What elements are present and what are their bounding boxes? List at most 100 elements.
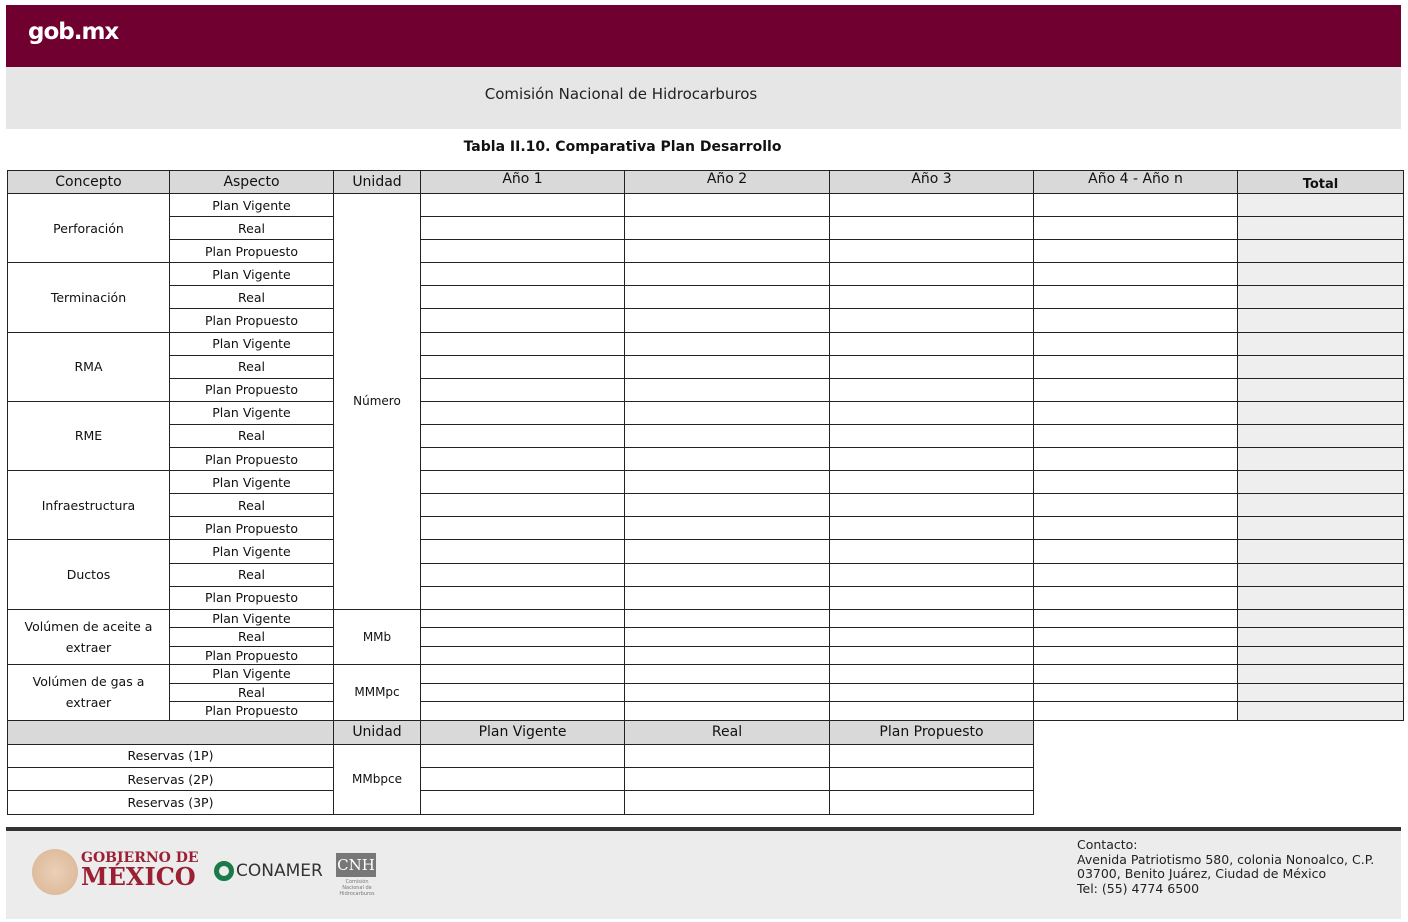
value-cell[interactable] xyxy=(1033,423,1238,449)
value-cell[interactable] xyxy=(420,585,625,610)
value-cell[interactable] xyxy=(829,516,1034,541)
value-cell[interactable] xyxy=(624,308,830,333)
value-cell[interactable] xyxy=(420,447,625,472)
value-cell[interactable] xyxy=(829,664,1034,684)
value-cell[interactable] xyxy=(1033,470,1238,495)
value-cell[interactable] xyxy=(420,627,625,647)
value-cell[interactable] xyxy=(624,423,830,449)
value-cell[interactable] xyxy=(829,262,1034,287)
value-cell[interactable] xyxy=(420,562,625,587)
value-cell[interactable] xyxy=(829,216,1034,241)
value-cell[interactable] xyxy=(624,516,830,541)
value-cell[interactable] xyxy=(829,423,1034,449)
value-cell[interactable] xyxy=(1033,354,1238,379)
reserves-value-cell[interactable] xyxy=(624,790,830,815)
value-cell[interactable] xyxy=(1033,682,1238,703)
value-cell[interactable] xyxy=(420,470,625,495)
value-cell[interactable] xyxy=(1033,493,1238,518)
value-cell[interactable] xyxy=(829,331,1034,356)
value-cell[interactable] xyxy=(829,192,1034,218)
value-cell[interactable] xyxy=(420,262,625,287)
value-cell[interactable] xyxy=(1033,331,1238,356)
value-cell[interactable] xyxy=(829,239,1034,264)
value-cell[interactable] xyxy=(420,331,625,356)
value-cell[interactable] xyxy=(829,645,1034,666)
value-cell[interactable] xyxy=(624,608,830,629)
value-cell[interactable] xyxy=(624,400,830,425)
reserves-value-cell[interactable] xyxy=(829,743,1034,768)
value-cell[interactable] xyxy=(624,239,830,264)
value-cell[interactable] xyxy=(1033,627,1238,647)
value-cell[interactable] xyxy=(420,664,625,684)
value-cell[interactable] xyxy=(624,285,830,310)
value-cell[interactable] xyxy=(1033,239,1238,264)
value-cell[interactable] xyxy=(624,539,830,564)
value-cell[interactable] xyxy=(624,354,830,379)
value-cell[interactable] xyxy=(1033,400,1238,425)
value-cell[interactable] xyxy=(1033,645,1238,666)
gobmx-logo[interactable]: gob.mx xyxy=(28,19,119,45)
value-cell[interactable] xyxy=(829,539,1034,564)
value-cell[interactable] xyxy=(829,682,1034,703)
reserves-value-cell[interactable] xyxy=(420,790,625,815)
value-cell[interactable] xyxy=(420,400,625,425)
value-cell[interactable] xyxy=(1033,516,1238,541)
value-cell[interactable] xyxy=(829,377,1034,402)
reserves-value-cell[interactable] xyxy=(829,766,1034,792)
value-cell[interactable] xyxy=(1033,216,1238,241)
value-cell[interactable] xyxy=(420,308,625,333)
value-cell[interactable] xyxy=(624,562,830,587)
value-cell[interactable] xyxy=(829,585,1034,610)
value-cell[interactable] xyxy=(624,645,830,666)
value-cell[interactable] xyxy=(624,331,830,356)
value-cell[interactable] xyxy=(624,447,830,472)
value-cell[interactable] xyxy=(420,423,625,449)
value-cell[interactable] xyxy=(829,701,1034,721)
reserves-value-cell[interactable] xyxy=(624,766,830,792)
value-cell[interactable] xyxy=(1033,285,1238,310)
value-cell[interactable] xyxy=(829,447,1034,472)
reserves-value-cell[interactable] xyxy=(420,766,625,792)
value-cell[interactable] xyxy=(829,308,1034,333)
value-cell[interactable] xyxy=(1033,664,1238,684)
value-cell[interactable] xyxy=(1033,377,1238,402)
value-cell[interactable] xyxy=(1033,262,1238,287)
value-cell[interactable] xyxy=(420,239,625,264)
value-cell[interactable] xyxy=(624,585,830,610)
value-cell[interactable] xyxy=(624,627,830,647)
value-cell[interactable] xyxy=(420,377,625,402)
value-cell[interactable] xyxy=(420,645,625,666)
reserves-value-cell[interactable] xyxy=(624,743,830,768)
value-cell[interactable] xyxy=(1033,701,1238,721)
value-cell[interactable] xyxy=(829,562,1034,587)
value-cell[interactable] xyxy=(420,216,625,241)
value-cell[interactable] xyxy=(420,608,625,629)
value-cell[interactable] xyxy=(829,493,1034,518)
value-cell[interactable] xyxy=(624,682,830,703)
value-cell[interactable] xyxy=(829,400,1034,425)
value-cell[interactable] xyxy=(829,354,1034,379)
value-cell[interactable] xyxy=(829,608,1034,629)
value-cell[interactable] xyxy=(420,682,625,703)
value-cell[interactable] xyxy=(1033,562,1238,587)
value-cell[interactable] xyxy=(624,262,830,287)
value-cell[interactable] xyxy=(420,192,625,218)
reserves-value-cell[interactable] xyxy=(829,790,1034,815)
value-cell[interactable] xyxy=(624,701,830,721)
value-cell[interactable] xyxy=(420,539,625,564)
value-cell[interactable] xyxy=(624,377,830,402)
value-cell[interactable] xyxy=(1033,447,1238,472)
value-cell[interactable] xyxy=(829,627,1034,647)
value-cell[interactable] xyxy=(420,285,625,310)
value-cell[interactable] xyxy=(829,285,1034,310)
value-cell[interactable] xyxy=(829,470,1034,495)
value-cell[interactable] xyxy=(420,516,625,541)
value-cell[interactable] xyxy=(1033,308,1238,333)
value-cell[interactable] xyxy=(420,354,625,379)
value-cell[interactable] xyxy=(420,493,625,518)
value-cell[interactable] xyxy=(624,493,830,518)
value-cell[interactable] xyxy=(1033,192,1238,218)
value-cell[interactable] xyxy=(1033,608,1238,629)
value-cell[interactable] xyxy=(624,192,830,218)
value-cell[interactable] xyxy=(1033,585,1238,610)
